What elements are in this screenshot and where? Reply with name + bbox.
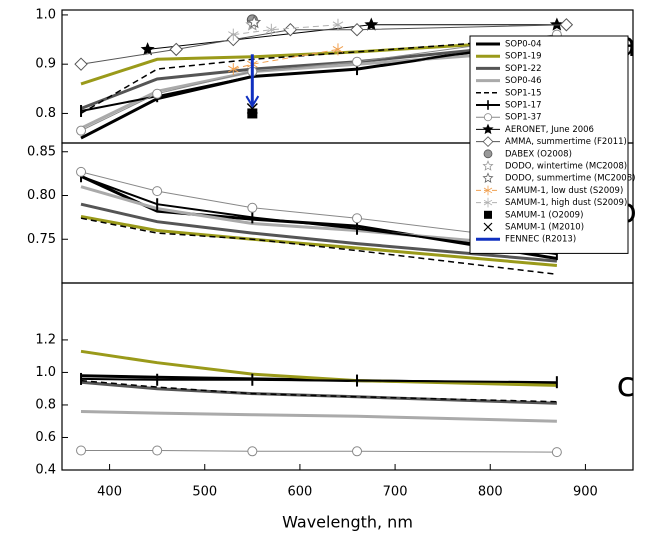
y-tick-label: 0.9 [35, 57, 56, 72]
legend-label: SOP1-15 [505, 88, 542, 98]
y-tick-label: 1.2 [35, 332, 56, 347]
marker [551, 447, 562, 458]
marker [484, 210, 492, 219]
marker [483, 222, 493, 232]
x-tick-label: 700 [383, 485, 408, 500]
y-tick-label: 0.85 [27, 144, 56, 159]
marker [266, 23, 277, 36]
y-tick-label: 1.0 [35, 7, 56, 22]
legend-label: SOP0-04 [505, 40, 542, 50]
legend-label: DODO, wintertime (MC2008) [505, 162, 627, 172]
arrow-head [245, 95, 260, 108]
marker [247, 202, 258, 213]
marker [364, 17, 379, 31]
x-tick-label: 500 [192, 485, 217, 500]
legend-label: SAMUM-1, high dust (S2009) [505, 198, 627, 208]
legend-label: SOP1-37 [505, 113, 542, 123]
series-line [80, 217, 557, 276]
marker [482, 172, 494, 183]
marker [350, 22, 364, 37]
marker [352, 446, 363, 457]
marker [169, 42, 183, 57]
marker [484, 113, 493, 122]
y-tick-label: 0.75 [27, 232, 56, 247]
y-tick-label: 0.8 [35, 106, 56, 121]
marker [76, 445, 87, 456]
marker [482, 136, 494, 147]
marker [247, 446, 258, 457]
panel-frame [61, 282, 634, 471]
marker [332, 18, 344, 31]
marker [152, 88, 163, 99]
marker [152, 186, 163, 197]
marker [247, 108, 258, 119]
x-axis-label: Wavelength, nm [282, 513, 413, 532]
marker [140, 42, 155, 56]
marker [559, 18, 574, 32]
series-line [80, 410, 557, 423]
marker [352, 213, 363, 224]
legend-label: SOP1-17 [505, 101, 542, 111]
legend-label: SOP0-46 [505, 76, 542, 86]
series-line [80, 24, 567, 65]
y-tick-label: 0.6 [35, 430, 56, 445]
marker [549, 17, 564, 31]
x-tick-label: 800 [478, 485, 503, 500]
legend-label: FENNEC (R2013) [505, 235, 576, 245]
marker [152, 445, 163, 456]
legend-box [469, 35, 629, 254]
series-line [80, 377, 557, 384]
legend-label: SAMUM-1 (O2009) [505, 210, 583, 220]
legend-label: SAMUM-1 (M2010) [505, 223, 584, 233]
x-tick-label: 900 [573, 485, 598, 500]
series-line [233, 24, 339, 36]
series-line [80, 202, 558, 263]
legend-label: SOP1-22 [505, 64, 542, 74]
marker [228, 28, 239, 41]
y-tick-label: 1.0 [35, 365, 56, 380]
legend-label: AERONET, June 2006 [505, 125, 594, 135]
panel-label: c [617, 365, 636, 405]
series-line [80, 379, 557, 403]
y-tick-label: 0.8 [35, 397, 56, 412]
y-tick-label: 0.80 [27, 188, 56, 203]
legend-label: DABEX (O2008) [505, 149, 572, 159]
marker [76, 125, 87, 136]
marker [76, 166, 87, 177]
x-tick-label: 600 [288, 485, 313, 500]
y-tick-label: 0.4 [35, 463, 56, 478]
marker [332, 43, 344, 56]
marker [482, 160, 494, 171]
legend-label: SOP1-19 [505, 52, 542, 62]
marker [483, 185, 493, 196]
x-tick-label: 400 [97, 485, 122, 500]
marker [228, 63, 239, 76]
marker [352, 56, 363, 67]
marker [483, 149, 493, 159]
legend-label: SAMUM-1, low dust (S2009) [505, 186, 623, 196]
marker [482, 123, 494, 135]
marker [246, 102, 258, 115]
legend-label: DODO, summertime (MC2008) [505, 174, 635, 184]
marker [74, 57, 88, 71]
legend-label: AMMA, summertime (F2011) [505, 137, 627, 147]
marker [483, 197, 493, 208]
marker [247, 15, 262, 29]
